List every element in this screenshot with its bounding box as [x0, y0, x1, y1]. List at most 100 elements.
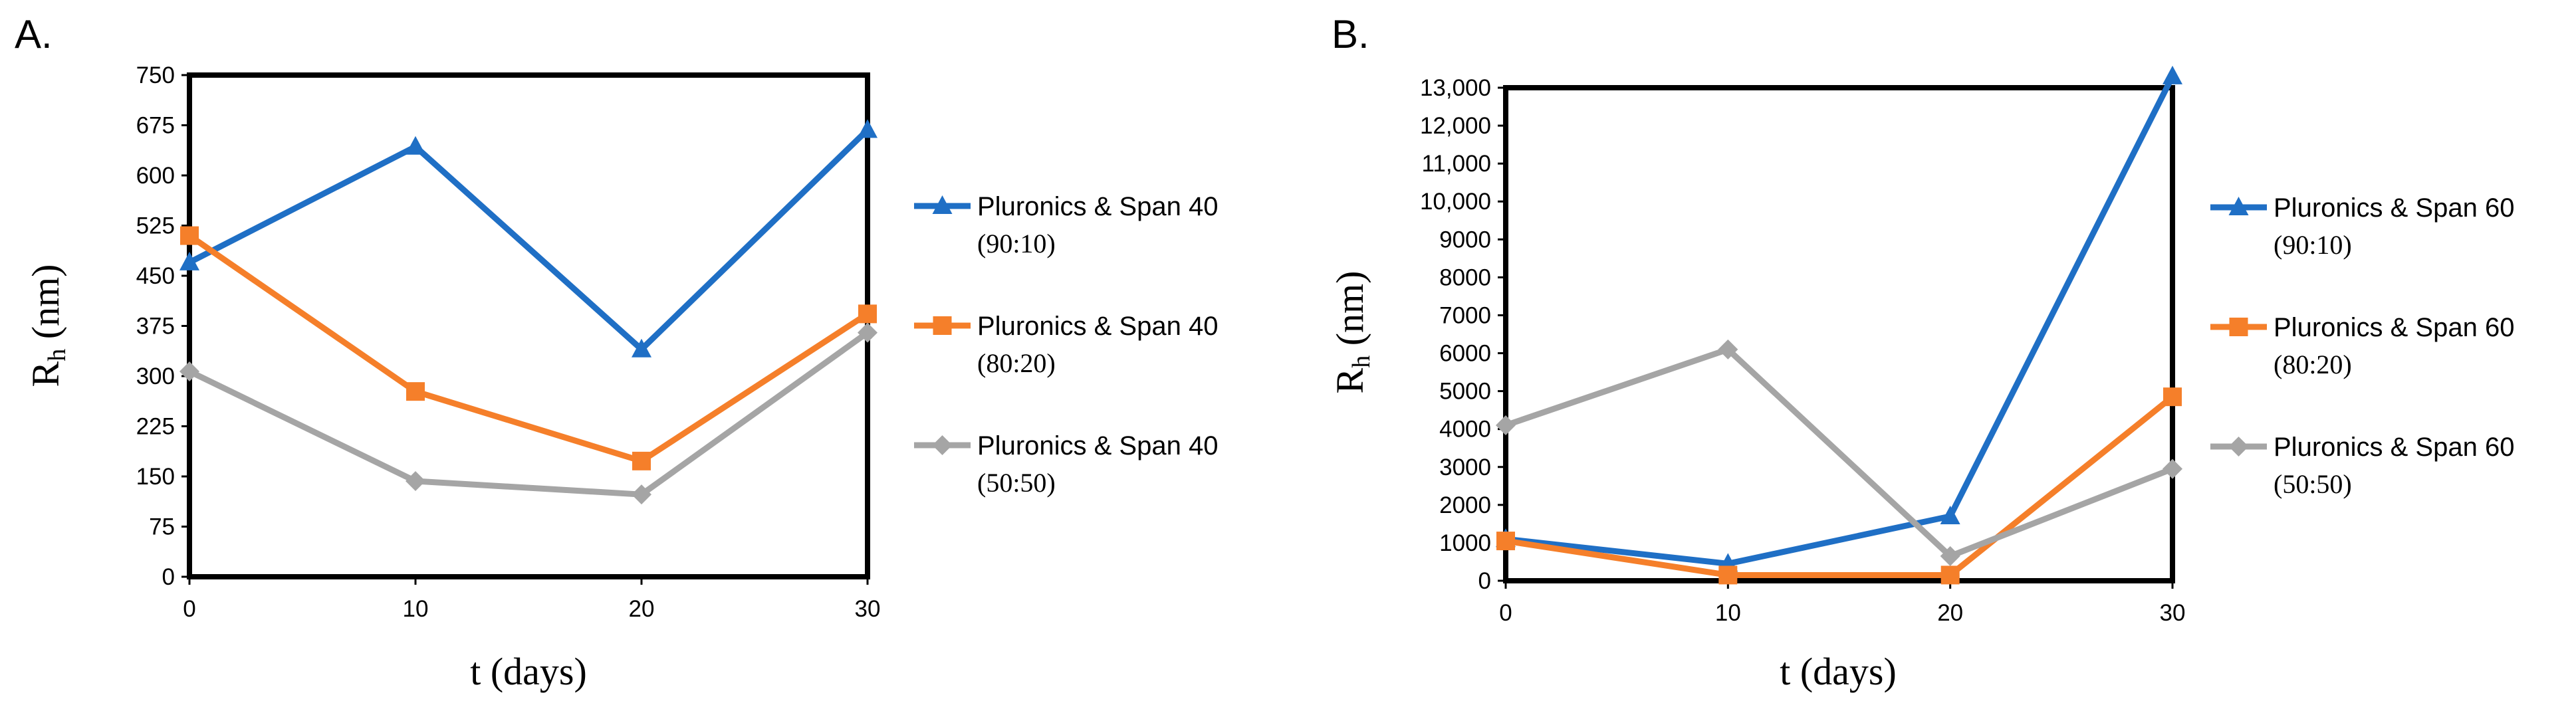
y-tick-label: 13,000	[1420, 75, 1491, 101]
x-axis-label: t (days)	[1780, 650, 1897, 693]
y-tick-label: 675	[136, 113, 175, 139]
data-point	[180, 226, 199, 245]
y-tick-label: 150	[136, 464, 175, 490]
y-tick-label: 0	[162, 564, 175, 590]
series-line	[1505, 74, 2176, 567]
legend-label: Pluronics & Span 40	[977, 192, 1218, 221]
y-tick-label: 9000	[1439, 227, 1491, 253]
data-point	[179, 251, 199, 270]
y-tick-label: 2000	[1439, 492, 1491, 518]
legend: Pluronics & Span 60(90:10)Pluronics & Sp…	[2210, 193, 2514, 499]
x-tick-label: 30	[2160, 600, 2186, 626]
y-tick-label: 5000	[1439, 379, 1491, 405]
x-tick-label: 0	[1499, 600, 1512, 626]
y-tick-label: 7000	[1439, 302, 1491, 328]
legend-label: Pluronics & Span 60	[2274, 193, 2514, 223]
legend-ratio: (90:10)	[977, 229, 1056, 258]
x-tick-label: 30	[855, 596, 881, 622]
data-point	[406, 382, 425, 401]
y-tick-label: 225	[136, 414, 175, 440]
chart-a: A. 0 75 150 225 300 375 450 525 600 675 750 0 10 20 30 t…	[15, 12, 1218, 693]
data-point	[632, 451, 651, 470]
panel-label: A.	[15, 12, 53, 56]
legend: Pluronics & Span 40(90:10)Pluronics & Sp…	[914, 192, 1218, 498]
y-axis-label: Rh (nm)	[1328, 271, 1375, 394]
data-point	[406, 471, 425, 492]
x-tick-label: 10	[1715, 600, 1741, 626]
x-tick-label: 20	[1937, 600, 1963, 626]
chart-b: B. 0 1000 2000 3000 4000 5000 6000 7000 8000 9000 1…	[1328, 12, 2514, 693]
legend-label: Pluronics & Span 60	[2274, 433, 2514, 462]
series-line	[188, 330, 870, 498]
legend-ratio: (80:20)	[977, 348, 1056, 378]
legend-entry: Pluronics & Span 60 (50:50)	[2210, 433, 2514, 499]
y-axis-label: Rh (nm)	[24, 264, 71, 387]
x-tick-label: 0	[183, 596, 195, 622]
y-tick-label: 450	[136, 263, 175, 289]
legend-entry: Pluronics & Span 60 (80:20)	[2210, 313, 2514, 379]
y-axis-label-main: R	[1328, 367, 1371, 393]
x-axis-label: t (days)	[470, 650, 587, 693]
data-point	[2163, 387, 2182, 407]
data-point	[1940, 505, 1960, 524]
y-axis-label-subscript: h	[1347, 355, 1375, 368]
legend-entry: Pluronics & Span 40 (50:50)	[914, 431, 1218, 498]
data-point	[406, 136, 425, 155]
legend-label: Pluronics & Span 40	[977, 431, 1218, 460]
legend-label: Pluronics & Span 40	[977, 312, 1218, 341]
plot-frame	[187, 72, 870, 579]
legend-entry: Pluronics & Span 60 (90:10)	[2210, 193, 2514, 260]
data-point	[1496, 532, 1515, 551]
data-point	[858, 304, 877, 324]
data-point	[1718, 565, 1738, 585]
plot-frame	[1503, 85, 2175, 583]
series-line	[187, 233, 870, 464]
y-tick-label: 375	[136, 314, 175, 340]
legend-marker	[932, 195, 953, 214]
series-line	[187, 128, 870, 353]
y-axis-label-main: R	[24, 361, 67, 387]
y-tick-label: 8000	[1439, 264, 1491, 290]
legend-marker	[2228, 197, 2249, 215]
data-point	[1496, 415, 1516, 435]
y-tick-label: 600	[136, 163, 175, 189]
legend-marker	[2228, 437, 2249, 456]
y-tick-label: 6000	[1439, 341, 1491, 367]
data-point	[632, 338, 651, 357]
series-2	[1496, 387, 2182, 585]
data-point	[1718, 339, 1738, 359]
y-tick-label: 12,000	[1420, 113, 1491, 139]
y-tick-label: 0	[1478, 568, 1491, 594]
y-tick-label: 525	[136, 213, 175, 239]
legend-entry: Pluronics & Span 40 (90:10)	[914, 192, 1218, 258]
y-axis-label-unit: (nm)	[1328, 271, 1371, 355]
legend-ratio: (50:50)	[977, 468, 1056, 498]
y-tick-label: 1000	[1439, 530, 1491, 556]
data-point	[858, 119, 878, 138]
data-point	[1940, 546, 1960, 566]
legend-entry: Pluronics & Span 40 (80:20)	[914, 312, 1218, 378]
series-line	[1504, 346, 2174, 559]
y-axis-label-unit: (nm)	[24, 264, 67, 349]
panel-label: B.	[1332, 12, 1369, 56]
legend-label: Pluronics & Span 60	[2274, 313, 2514, 342]
y-tick-label: 3000	[1439, 455, 1491, 480]
legend-ratio: (90:10)	[2274, 230, 2352, 260]
data-point	[858, 322, 878, 343]
data-point	[632, 484, 651, 505]
y-tick-label: 750	[136, 62, 175, 88]
series-line	[1505, 394, 2174, 578]
y-tick-label: 4000	[1439, 417, 1491, 443]
data-point	[2163, 458, 2182, 479]
data-point	[179, 361, 199, 381]
series-3	[179, 322, 878, 505]
legend-marker	[933, 316, 952, 335]
y-tick-label: 11,000	[1422, 151, 1491, 177]
legend-ratio: (50:50)	[2274, 469, 2352, 499]
y-axis-label-subscript: h	[43, 349, 71, 361]
y-tick-label: 300	[136, 363, 175, 389]
legend-marker	[932, 435, 953, 455]
legend-marker	[2229, 318, 2248, 336]
x-tick-label: 20	[629, 596, 655, 622]
